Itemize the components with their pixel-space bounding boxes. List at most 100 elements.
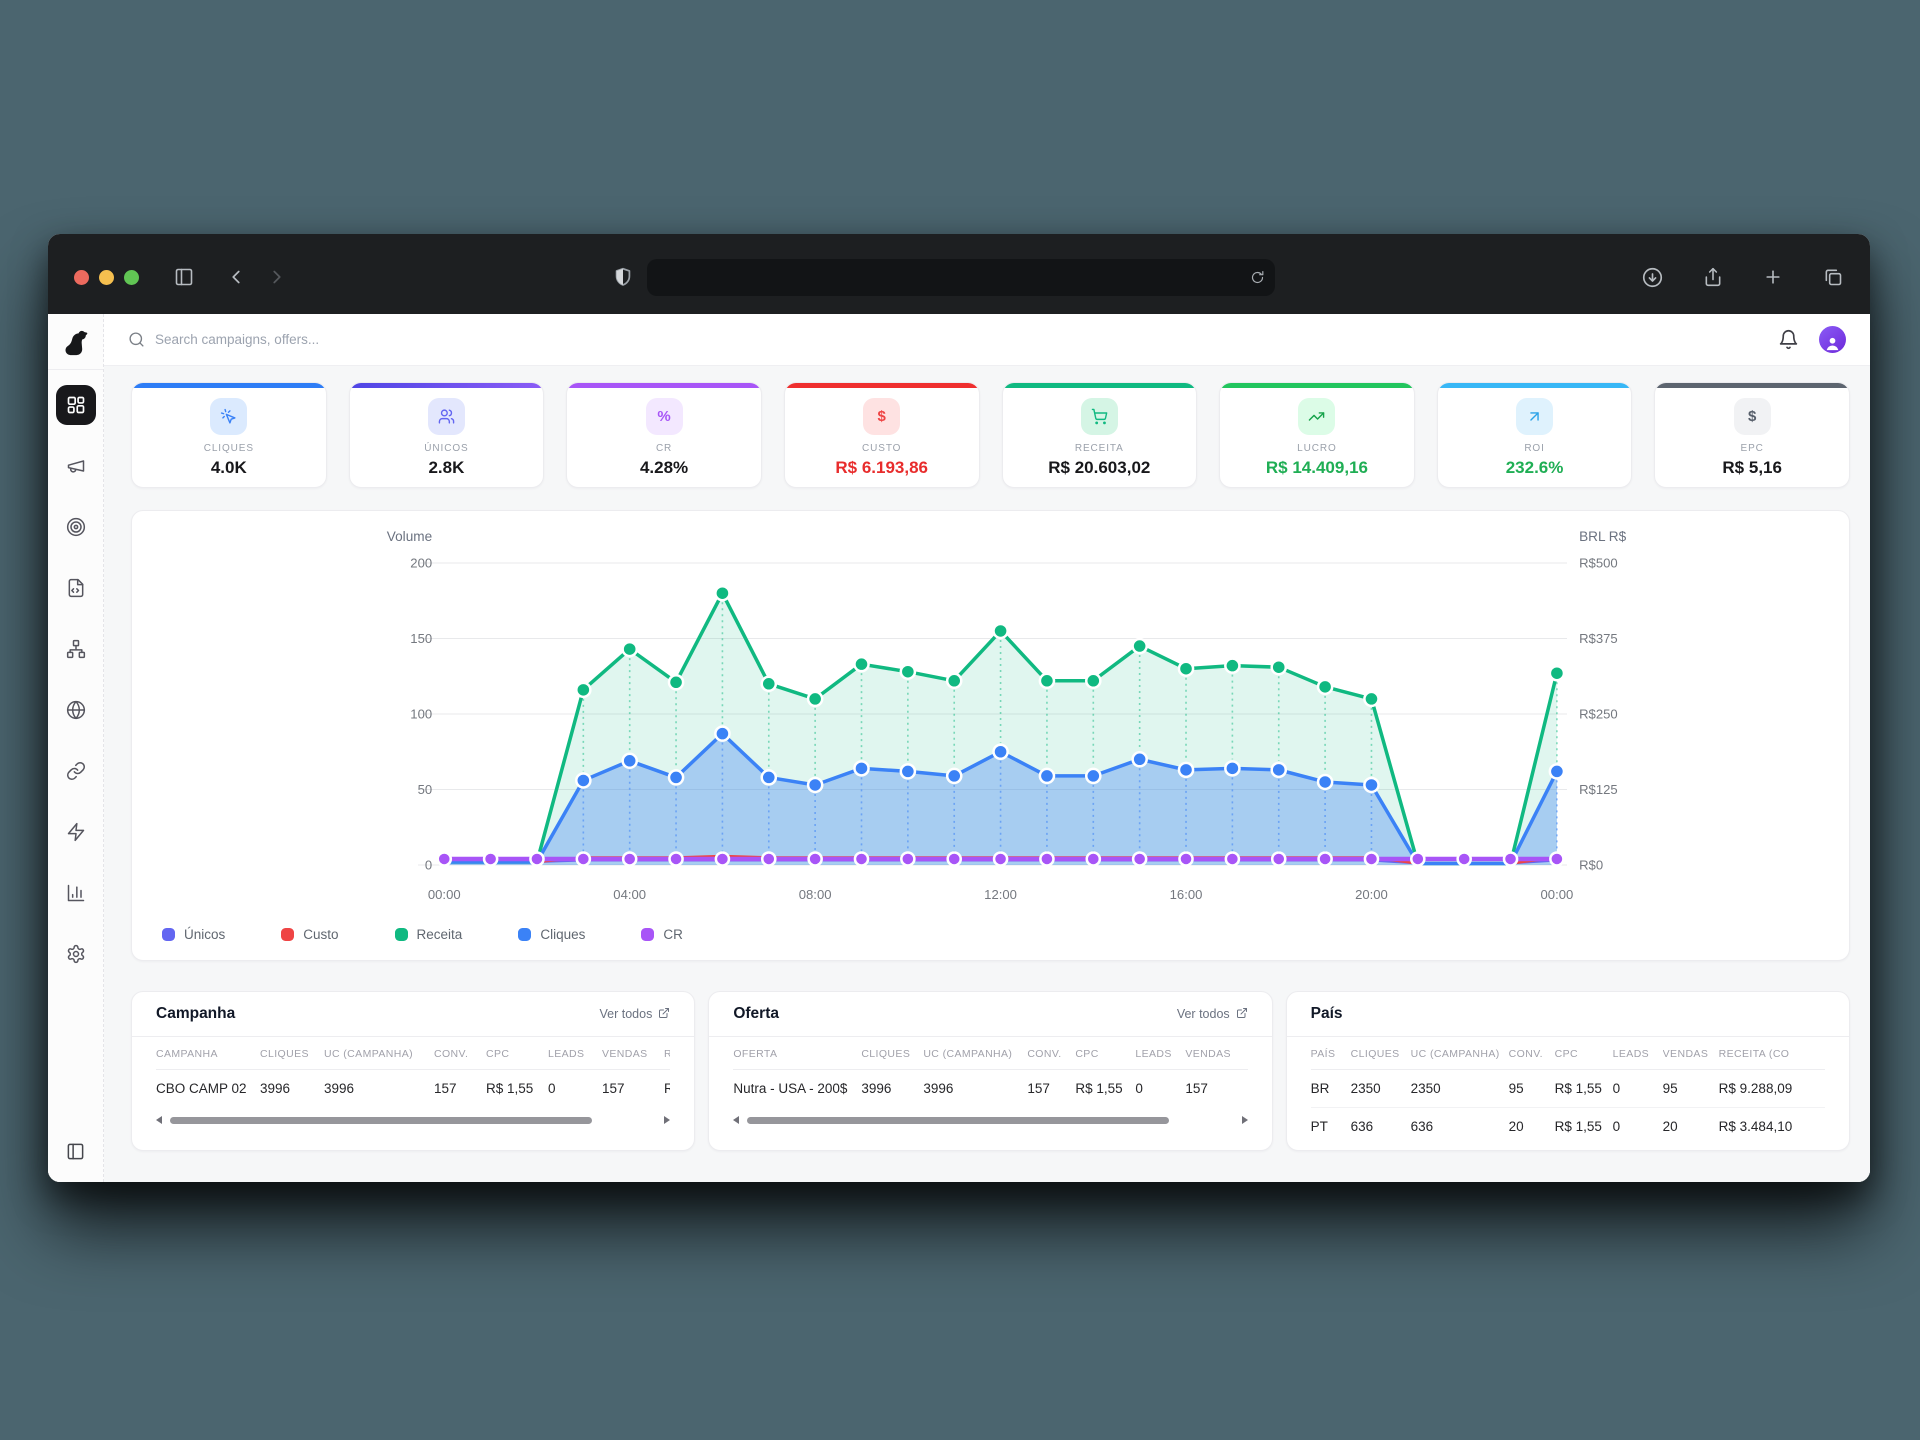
legend-item-cliques[interactable]: Cliques <box>518 927 585 942</box>
cursor-click-icon <box>210 398 248 435</box>
table-cell: R$ 1,55 <box>1075 1081 1123 1096</box>
minimize-window-button[interactable] <box>99 269 114 285</box>
table-title: Campanha <box>156 1005 236 1022</box>
sidebar-item-targets[interactable] <box>56 507 96 547</box>
kpi-value: 4.0K <box>210 458 247 477</box>
downloads-icon[interactable] <box>1642 267 1663 288</box>
column-header: PAÍS <box>1310 1048 1336 1060</box>
search-input[interactable] <box>155 332 575 347</box>
kpi-card-receita: RECEITA R$ 20.603,02 <box>1001 382 1198 488</box>
sidebar-item-reports[interactable] <box>56 873 96 913</box>
ver-todos-link[interactable]: Ver todos <box>1177 1007 1248 1022</box>
share-icon[interactable] <box>1703 267 1723 287</box>
sidebar-item-links[interactable] <box>56 751 96 791</box>
table-cell: 0 <box>1612 1081 1621 1096</box>
scroll-left-icon[interactable] <box>733 1116 740 1124</box>
svg-text:150: 150 <box>410 631 432 646</box>
reload-icon[interactable] <box>1250 270 1265 285</box>
svg-text:08:00: 08:00 <box>799 887 832 902</box>
browser-window: CLIQUES 4.0K ÚNICOS 2.8K% CR 4.28% $ CUSTO R$ 6.… <box>48 234 1870 1182</box>
ver-todos-link[interactable]: Ver todos <box>600 1007 671 1022</box>
cart-icon <box>1080 398 1118 435</box>
scroll-right-icon[interactable] <box>1241 1116 1248 1124</box>
legend-item-receita[interactable]: Receita <box>394 927 462 942</box>
kpi-accent-strip <box>567 383 761 388</box>
table-cell: Nutra - USA - 200$ <box>733 1081 848 1096</box>
notifications-bell-icon[interactable] <box>1778 329 1799 350</box>
sidebar-item-landers[interactable] <box>56 568 96 608</box>
kpi-accent-strip <box>349 383 544 388</box>
legend-item-cr[interactable]: CR <box>641 927 683 942</box>
table-card-país: País PAÍS CLIQUES UC (CAMPANHA) CONV. CPC LEAD… <box>1285 991 1850 1151</box>
table-cell: 3996 <box>324 1081 355 1096</box>
table-cell: 3996 <box>923 1081 954 1096</box>
kpi-value: R$ 5,16 <box>1722 458 1782 477</box>
column-header: CPC <box>486 1048 510 1060</box>
legend-swatch <box>281 928 295 941</box>
table-cell: PT <box>1310 1119 1328 1134</box>
trend-up-icon <box>1298 398 1336 435</box>
avatar[interactable] <box>1819 326 1846 353</box>
svg-text:00:00: 00:00 <box>428 887 461 902</box>
scroll-left-icon[interactable] <box>156 1116 162 1124</box>
browser-sidebar-toggle-icon[interactable] <box>174 267 194 287</box>
kpi-value: 232.6% <box>1505 458 1564 477</box>
table-cell: R$ 3.484,10 <box>1718 1119 1793 1134</box>
arrow-up-right-icon <box>1516 398 1554 435</box>
app-header <box>104 314 1870 366</box>
privacy-shield-icon[interactable] <box>612 266 634 288</box>
close-window-button[interactable] <box>74 269 89 285</box>
horizontal-scrollbar[interactable] <box>156 1114 671 1126</box>
forward-icon[interactable] <box>266 266 288 288</box>
kpi-accent-strip <box>1220 383 1414 388</box>
table-row[interactable]: CBO CAMP 02 3996 3996 157 R$ 1,55 0 157 R <box>156 1070 670 1107</box>
table-row[interactable]: Nutra - USA - 200$ 3996 3996 157 R$ 1,55 0 157 <box>733 1070 1247 1107</box>
sidebar-item-flows[interactable] <box>56 629 96 669</box>
kpi-value: R$ 14.409,16 <box>1265 458 1368 477</box>
sidebar-item-dashboard[interactable] <box>55 385 96 425</box>
table-header-row: OFERTA CLIQUES UC (CAMPANHA) CONV. CPC LEADS V… <box>733 1037 1248 1070</box>
scrollbar-thumb[interactable] <box>170 1116 592 1124</box>
horizontal-scrollbar[interactable] <box>733 1114 1248 1126</box>
table-title: Oferta <box>733 1005 779 1022</box>
sidebar-item-campaigns[interactable] <box>56 446 96 486</box>
scroll-right-icon[interactable] <box>664 1116 671 1124</box>
column-header: LEADS <box>1612 1048 1650 1060</box>
column-header: CONV. <box>1027 1048 1062 1060</box>
collapse-sidebar-icon[interactable] <box>66 1142 85 1166</box>
kpi-card-custo: $ CUSTO R$ 6.193,86 <box>783 382 980 488</box>
browser-toolbar <box>48 234 1870 314</box>
legend-item-únicos[interactable]: Únicos <box>162 927 225 942</box>
back-icon[interactable] <box>225 266 247 288</box>
svg-text:12:00: 12:00 <box>984 887 1017 902</box>
legend-item-custo[interactable]: Custo <box>281 927 339 942</box>
table-row[interactable]: PT 636 636 20 R$ 1,55 0 20 R$ 3.484,10 <box>1311 1108 1825 1145</box>
svg-text:R$125: R$125 <box>1579 782 1618 797</box>
sidebar-item-settings[interactable] <box>56 934 96 974</box>
tab-overview-icon[interactable] <box>1823 267 1843 287</box>
table-cell: 3996 <box>861 1081 892 1096</box>
kpi-card-epc: $ EPC R$ 5,16 <box>1654 382 1850 488</box>
kpi-card-lucro: LUCRO R$ 14.409,16 <box>1219 382 1415 488</box>
legend-swatch <box>641 928 655 941</box>
kpi-label: ÚNICOS <box>424 443 469 454</box>
svg-text:20:00: 20:00 <box>1355 887 1388 902</box>
table-title: País <box>1310 1005 1343 1022</box>
new-tab-icon[interactable] <box>1763 267 1783 287</box>
table-header-row: CAMPANHA CLIQUES UC (CAMPANHA) CONV. CPC LEAD… <box>156 1037 671 1070</box>
column-header: UC (CAMPANHA) <box>324 1048 414 1060</box>
table-cell: 2350 <box>1410 1081 1441 1096</box>
svg-text:200: 200 <box>410 556 432 571</box>
table-row[interactable]: BR 2350 2350 95 R$ 1,55 0 95 R$ 9.288,09 <box>1310 1070 1825 1108</box>
address-bar[interactable] <box>647 258 1275 296</box>
sidebar-item-automations[interactable] <box>56 812 96 852</box>
svg-text:50: 50 <box>418 782 433 797</box>
table-cell: 2350 <box>1350 1081 1381 1096</box>
sidebar-item-domains[interactable] <box>56 690 96 730</box>
zoom-window-button[interactable] <box>124 269 139 285</box>
legend-swatch <box>162 928 175 941</box>
scrollbar-thumb[interactable] <box>747 1116 1169 1124</box>
dog-logo[interactable] <box>48 314 103 370</box>
kpi-label: CR <box>655 443 673 454</box>
svg-text:R$375: R$375 <box>1579 631 1618 646</box>
